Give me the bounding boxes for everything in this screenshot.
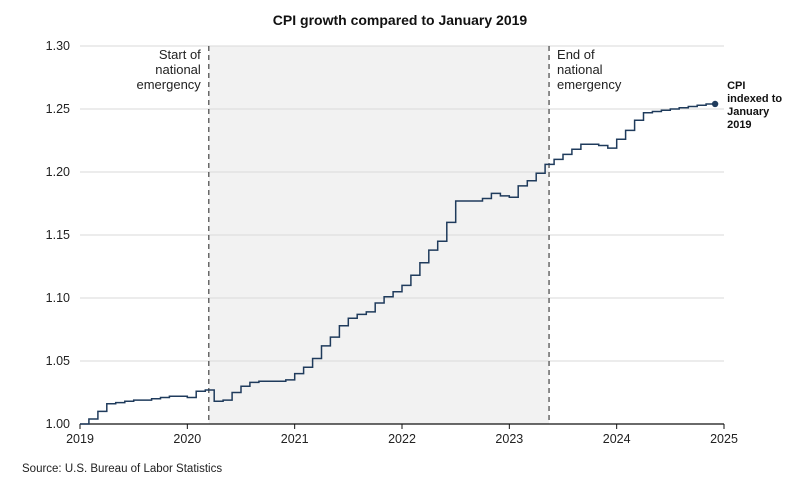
annotation-line: Start of (159, 47, 201, 62)
x-tick-label: 2019 (66, 432, 94, 446)
cpi-series-line (80, 103, 716, 425)
y-tick-label: 1.15 (46, 228, 70, 242)
series-end-point (711, 100, 719, 108)
series-label-line: CPI (727, 80, 745, 92)
series-layer (80, 100, 719, 425)
source-note: Source: U.S. Bureau of Labor Statistics (22, 463, 222, 475)
y-tick-label: 1.25 (46, 102, 70, 116)
y-tick-label: 1.00 (46, 417, 70, 431)
x-tick-label: 2020 (173, 432, 201, 446)
x-tick-label: 2025 (710, 432, 738, 446)
x-tick-label: 2023 (495, 432, 523, 446)
annotation-line: End of (557, 47, 595, 62)
y-axis-ticks: 1.00 1.05 1.10 1.15 1.20 1.25 1.30 (46, 39, 70, 431)
chart-title: CPI growth compared to January 2019 (273, 12, 528, 28)
annotation-line: national (557, 62, 603, 77)
x-tick-label: 2021 (281, 432, 309, 446)
y-tick-label: 1.30 (46, 39, 70, 53)
annotation-line: emergency (557, 77, 622, 92)
series-end-label: CPI indexed to January 2019 (727, 80, 782, 131)
y-tick-label: 1.20 (46, 165, 70, 179)
y-tick-label: 1.05 (46, 354, 70, 368)
annotation-line: emergency (136, 77, 201, 92)
annotation-label: End of national emergency (557, 47, 622, 92)
series-label-line: January (727, 106, 770, 118)
series-label-line: 2019 (727, 119, 751, 131)
series-label: CPI indexed to January 2019 (727, 80, 782, 131)
emergency-markers (208, 46, 550, 424)
annotation-label: Start of national emergency (136, 47, 201, 92)
series-label-line: indexed to (727, 93, 782, 105)
y-tick-label: 1.10 (46, 291, 70, 305)
annotation-line: national (155, 62, 201, 77)
x-axis-ticks: 2019 2020 2021 2022 2023 2024 2025 (66, 424, 738, 446)
x-tick-label: 2022 (388, 432, 416, 446)
x-tick-label: 2024 (603, 432, 631, 446)
